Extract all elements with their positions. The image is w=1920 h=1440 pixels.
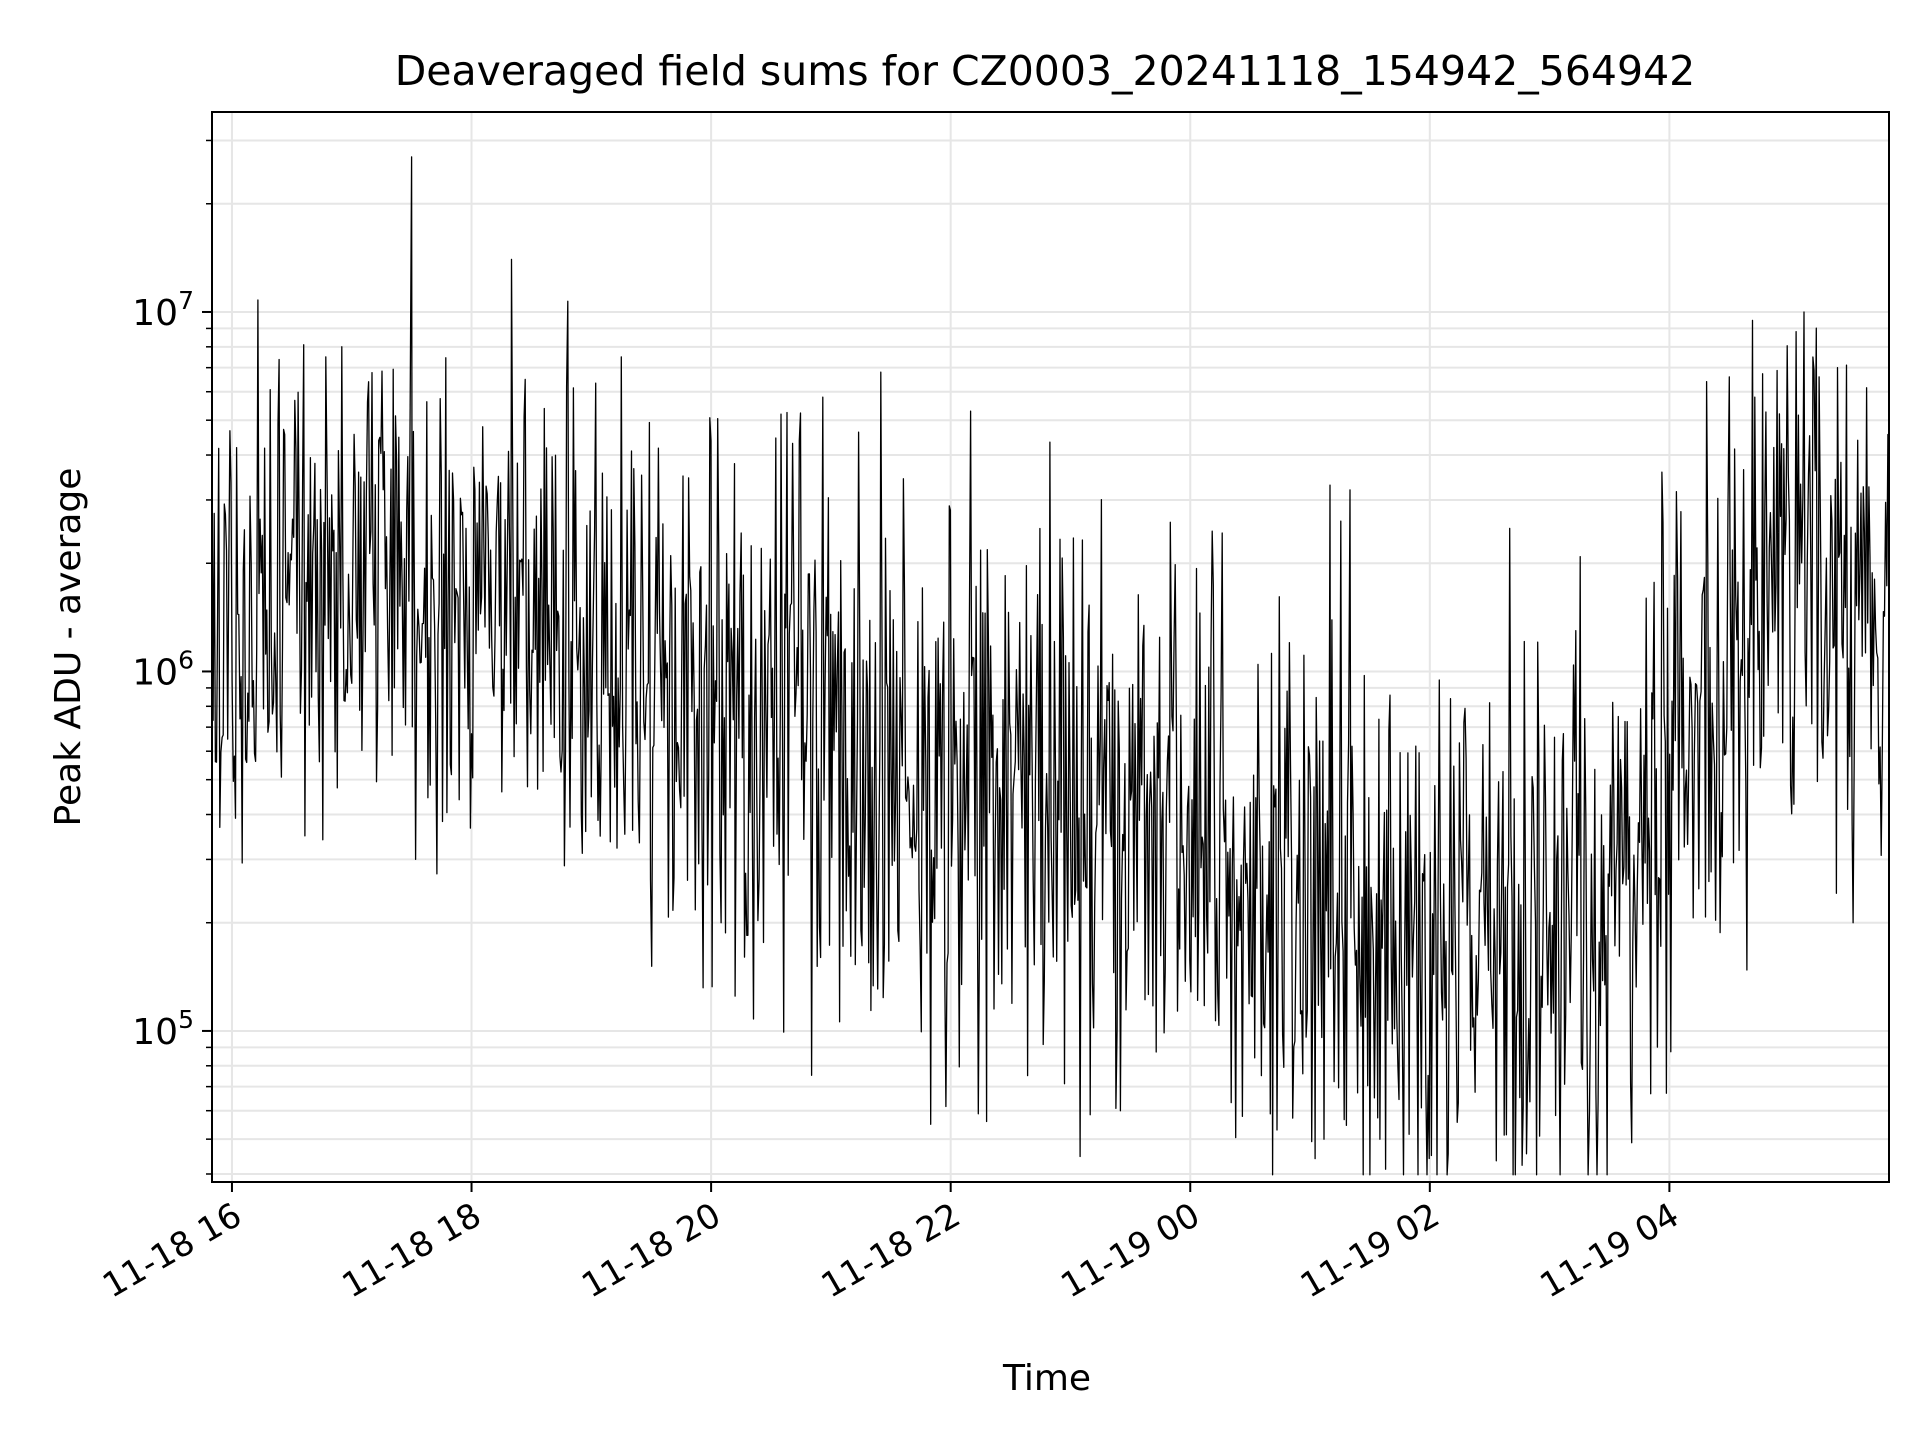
x-axis-label: Time	[1002, 1358, 1091, 1399]
chart-title: Deaveraged field sums for CZ0003_2024111…	[395, 47, 1696, 95]
y-tick-label: 106	[132, 645, 194, 693]
y-tick-label: 107	[132, 286, 194, 334]
data-series	[211, 156, 1890, 1176]
series-line	[211, 156, 1890, 1176]
y-tick-label: 105	[132, 1005, 194, 1053]
y-axis-label: Peak ADU - average	[48, 468, 89, 827]
plot-frame	[211, 111, 1890, 1183]
